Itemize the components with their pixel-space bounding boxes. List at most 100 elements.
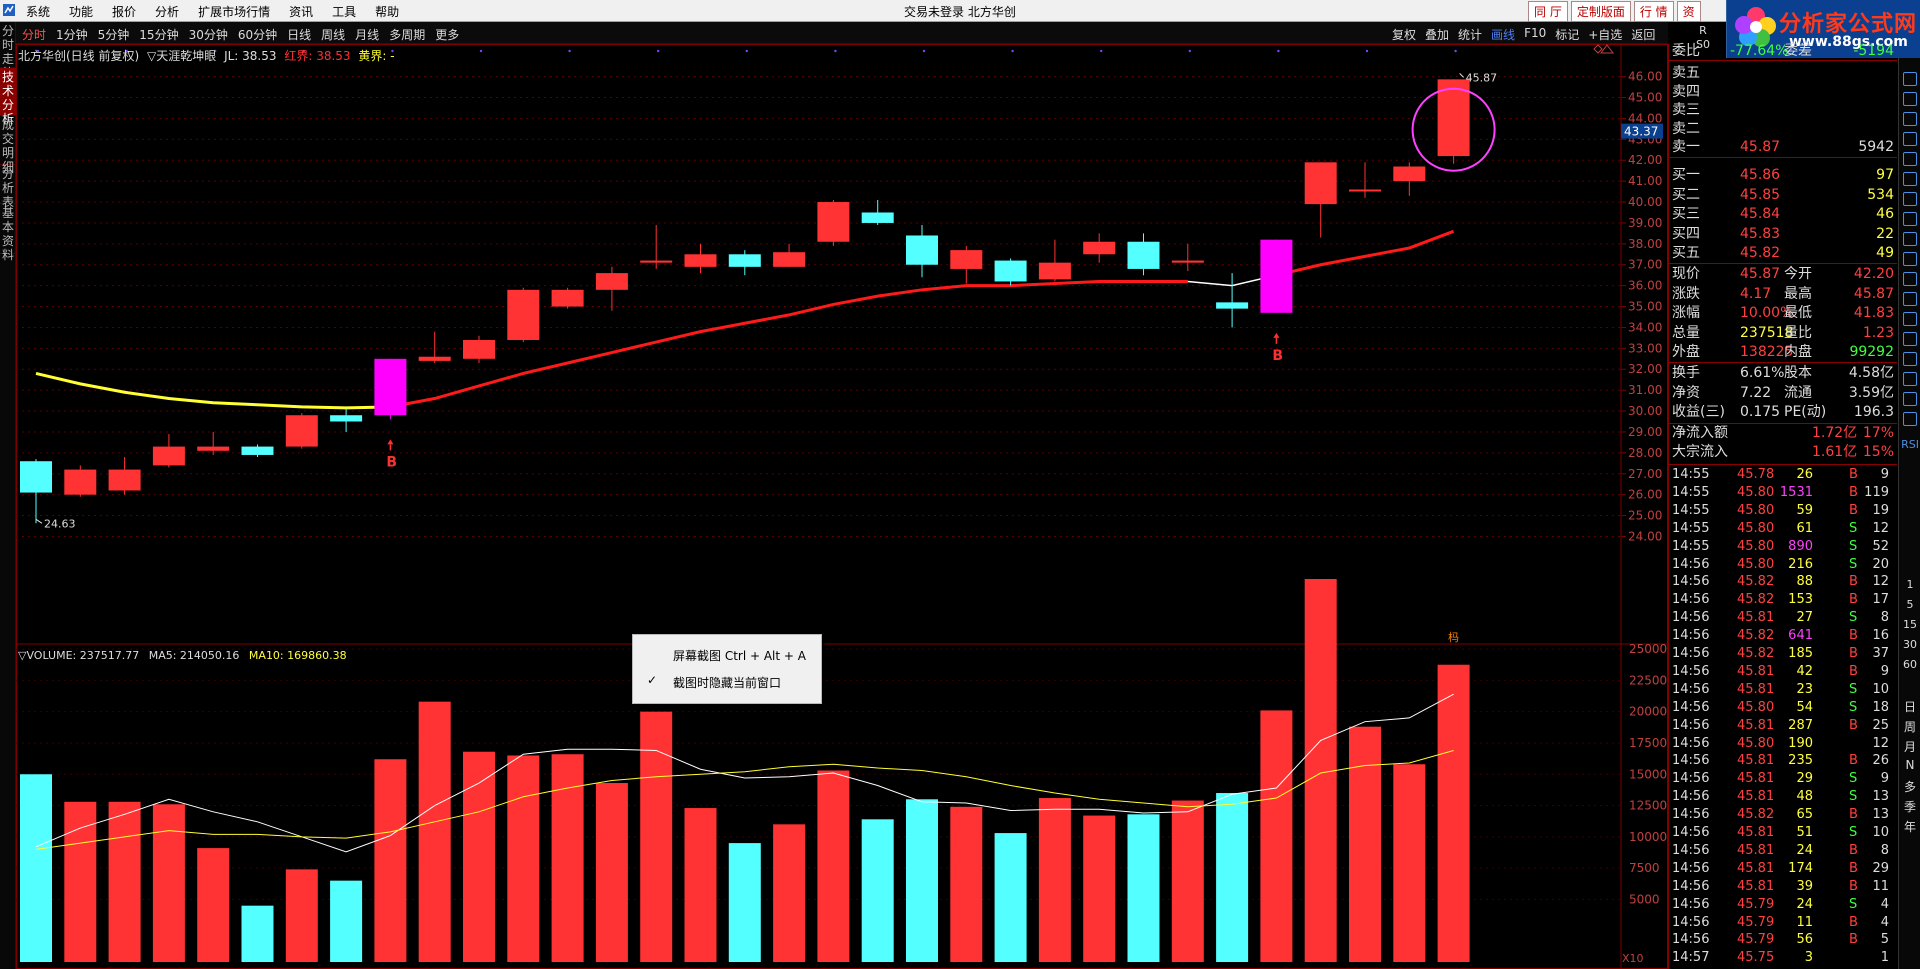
menu-item-4[interactable]: 扩展市场行情 xyxy=(198,5,271,19)
side-period-tab[interactable]: 日 xyxy=(1903,700,1916,714)
menu-item-7[interactable]: 帮助 xyxy=(375,5,400,19)
diamond-icon[interactable] xyxy=(1593,44,1603,54)
candle[interactable] xyxy=(1393,162,1426,196)
toolbar-btn-5[interactable]: 标记 xyxy=(1555,28,1580,42)
timeframe-10[interactable]: 更多 xyxy=(435,28,460,42)
hide-window-menu-item[interactable]: 截图时隐藏当前窗口 xyxy=(673,676,782,690)
candle[interactable] xyxy=(1304,162,1337,238)
side-period-tab[interactable]: 周 xyxy=(1903,720,1916,734)
side-tool-icon[interactable] xyxy=(1903,292,1917,306)
triangle-icon[interactable] xyxy=(1600,44,1614,54)
side-tool-icon[interactable] xyxy=(1903,272,1917,286)
timeframe-9[interactable]: 多周期 xyxy=(389,28,426,42)
timeframe-8[interactable]: 月线 xyxy=(355,28,380,42)
timeframe-0[interactable]: 分时 xyxy=(22,28,47,42)
candle[interactable] xyxy=(1216,273,1249,328)
timeframe-5[interactable]: 60分钟 xyxy=(237,28,278,42)
candle[interactable] xyxy=(108,457,141,495)
left-tab-1[interactable]: 技术分析 xyxy=(0,68,16,126)
side-tool-icon[interactable] xyxy=(1903,252,1917,266)
side-tool-icon[interactable] xyxy=(1903,232,1917,246)
side-tool-icon[interactable] xyxy=(1903,172,1917,186)
candle[interactable] xyxy=(595,266,628,311)
candle[interactable] xyxy=(684,243,717,274)
toolbar-btn-0[interactable]: 复权 xyxy=(1392,28,1417,42)
candle[interactable] xyxy=(20,459,52,524)
timeframe-2[interactable]: 5分钟 xyxy=(97,28,130,42)
candle[interactable] xyxy=(507,287,540,343)
menu-item-6[interactable]: 工具 xyxy=(332,5,357,19)
menu-item-1[interactable]: 功能 xyxy=(69,5,94,19)
menu-item-5[interactable]: 资讯 xyxy=(289,5,314,19)
candle[interactable] xyxy=(994,258,1027,286)
menu-item-0[interactable]: 系统 xyxy=(26,5,51,19)
top-button-3[interactable]: 资 xyxy=(1676,1,1701,22)
candle[interactable] xyxy=(374,358,407,420)
candle[interactable] xyxy=(906,225,938,278)
left-tab-3[interactable]: 分析表 xyxy=(0,167,16,209)
candle[interactable] xyxy=(330,408,363,432)
timeframe-1[interactable]: 1分钟 xyxy=(56,28,88,42)
side-period-1[interactable]: 1 xyxy=(1906,578,1914,591)
side-period-tab[interactable]: 年 xyxy=(1903,820,1916,834)
side-tool-icon[interactable] xyxy=(1903,392,1917,406)
screenshot-menu-item[interactable]: 屏幕截图 Ctrl + Alt + A xyxy=(673,649,806,663)
side-period-tab[interactable]: 多 xyxy=(1903,780,1916,794)
menu-item-3[interactable]: 分析 xyxy=(155,5,180,19)
candle[interactable] xyxy=(817,199,850,246)
candle[interactable] xyxy=(241,444,274,458)
candle[interactable] xyxy=(64,465,97,497)
side-tool-icon[interactable] xyxy=(1903,352,1917,366)
side-tool-icon[interactable] xyxy=(1903,192,1917,206)
candle[interactable] xyxy=(418,331,451,363)
toolbar-btn-1[interactable]: 叠加 xyxy=(1425,28,1450,42)
candle[interactable] xyxy=(1349,162,1381,198)
left-tab-0[interactable]: 分时走势 xyxy=(0,24,16,80)
toolbar-btn-2[interactable]: 统计 xyxy=(1458,28,1483,42)
toolbar-btn-4[interactable]: F10 xyxy=(1524,26,1547,40)
candle[interactable] xyxy=(728,250,761,276)
candle[interactable] xyxy=(861,199,894,226)
side-tool-icon[interactable] xyxy=(1903,312,1917,326)
kline-chart[interactable]: 46.0045.0044.0043.0042.0041.0040.0039.00… xyxy=(16,44,1668,969)
side-period-tab[interactable]: 月 xyxy=(1903,740,1916,754)
side-period-30[interactable]: 30 xyxy=(1903,638,1917,651)
formula-name[interactable]: ▽天涯乾坤眼 xyxy=(147,49,217,63)
side-tool-icon[interactable] xyxy=(1903,412,1917,426)
left-tab-2[interactable]: 成交明细 xyxy=(0,118,16,174)
side-tool-icon[interactable] xyxy=(1903,132,1917,146)
timeframe-3[interactable]: 15分钟 xyxy=(139,28,179,42)
timeframe-6[interactable]: 日线 xyxy=(287,28,312,42)
side-tool-icon[interactable] xyxy=(1903,332,1917,346)
toolbar-btn-6[interactable]: +自选 xyxy=(1588,28,1623,42)
candle[interactable] xyxy=(1038,239,1071,282)
toolbar-btn-7[interactable]: 返回 xyxy=(1631,28,1656,42)
side-tool-icon[interactable] xyxy=(1903,112,1917,126)
candle[interactable] xyxy=(152,434,185,468)
toolbar-btn-3[interactable]: 画线 xyxy=(1491,28,1516,42)
side-period-15[interactable]: 15 xyxy=(1903,618,1917,631)
candle[interactable] xyxy=(950,245,983,284)
side-period-tab[interactable]: N xyxy=(1905,758,1915,772)
menu-item-2[interactable]: 报价 xyxy=(112,5,137,19)
candle[interactable] xyxy=(1437,79,1470,164)
candle[interactable] xyxy=(640,225,673,269)
candle[interactable] xyxy=(1127,233,1160,276)
side-tool-icon[interactable] xyxy=(1903,72,1917,86)
top-button-0[interactable]: 同 厅 xyxy=(1528,1,1568,22)
side-period-tab[interactable]: 季 xyxy=(1903,800,1916,814)
candle[interactable] xyxy=(551,287,584,309)
side-tool-icon[interactable] xyxy=(1903,152,1917,166)
candle[interactable] xyxy=(1171,243,1204,272)
timeframe-4[interactable]: 30分钟 xyxy=(188,28,228,42)
side-tool-icon[interactable] xyxy=(1903,212,1917,226)
candle[interactable] xyxy=(1260,239,1293,313)
left-tab-4[interactable]: 基本资料 xyxy=(0,206,16,262)
top-button-1[interactable]: 定制版面 xyxy=(1570,1,1631,22)
side-tool-icon[interactable] xyxy=(1903,372,1917,386)
side-rsi-label[interactable]: RSI xyxy=(1901,438,1919,451)
top-button-2[interactable]: 行 情 xyxy=(1633,1,1674,22)
candle[interactable] xyxy=(463,335,495,363)
side-period-5[interactable]: 5 xyxy=(1906,598,1914,611)
timeframe-7[interactable]: 周线 xyxy=(321,28,346,42)
